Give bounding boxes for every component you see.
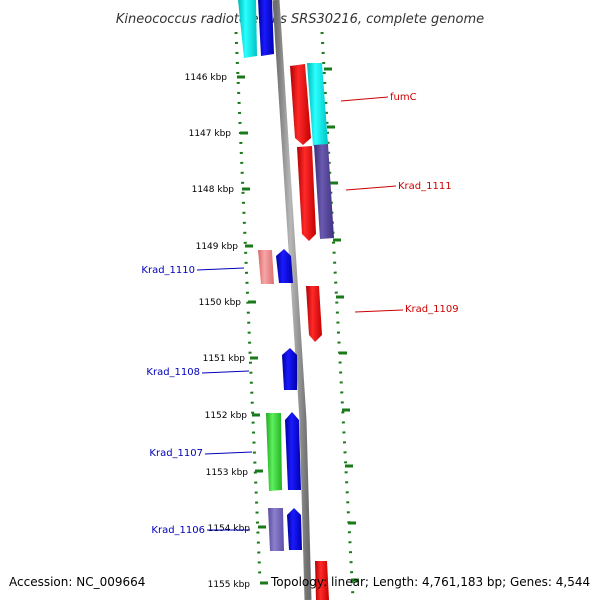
outer-ring [320,31,355,599]
gene-red-1[interactable] [290,64,311,145]
leader-lines-forward [196,267,253,531]
gene-label-krad-1110[interactable]: Krad_1110 [141,265,195,276]
map-title: Kineococcus radiotolerans SRS30216, comp… [116,12,484,27]
gene-label-krad-1109[interactable]: Krad_1109 [405,304,459,315]
gene-red-2[interactable] [297,146,316,241]
gene-krad-1106[interactable] [268,508,284,551]
gene-krad-1109[interactable] [306,286,322,342]
topology-text: Topology: linear; Length: 4,761,183 bp; … [270,575,590,589]
gene-top-blue[interactable] [258,0,274,56]
tick-label: 1154 kbp [208,524,251,534]
tick-labels: 1146 kbp 1147 kbp 1148 kbp 1149 kbp 1150… [185,73,251,590]
tick-label: 1146 kbp [185,73,228,83]
tick-label: 1147 kbp [189,129,232,139]
tick-label: 1149 kbp [196,242,239,252]
tick-label: 1150 kbp [199,298,242,308]
leader-lines-reverse [340,96,404,313]
gene-blue-1153[interactable] [285,412,301,490]
gene-label-krad-1111[interactable]: Krad_1111 [398,181,452,192]
gene-top-cyan[interactable] [238,0,257,58]
gene-blue-1154[interactable] [287,508,302,550]
tick-label: 1151 kbp [203,354,246,364]
gene-krad-1108[interactable] [282,348,297,390]
gene-label-krad-1106[interactable]: Krad_1106 [151,525,205,536]
gene-krad-1110[interactable] [258,250,274,284]
tick-label: 1155 kbp [208,580,251,590]
gene-label-krad-1108[interactable]: Krad_1108 [146,367,200,378]
gene-bottom-red[interactable] [315,561,329,600]
tick-marks [237,75,268,585]
gene-krad-1107[interactable] [266,413,282,491]
gene-label-fumC[interactable]: fumC [390,92,417,103]
gene-fumC[interactable] [307,63,328,146]
tick-label: 1148 kbp [192,185,235,195]
tick-label: 1152 kbp [205,411,248,421]
gene-blue-1149[interactable] [276,249,293,283]
genome-backbone [272,0,312,600]
gene-label-krad-1107[interactable]: Krad_1107 [149,448,203,459]
tick-label: 1153 kbp [206,468,249,478]
tick-marks-outer [324,67,359,582]
gene-krad-1111[interactable] [314,144,334,239]
accession-text: Accession: NC_009664 [9,575,145,589]
inner-ring-upper [234,31,262,581]
